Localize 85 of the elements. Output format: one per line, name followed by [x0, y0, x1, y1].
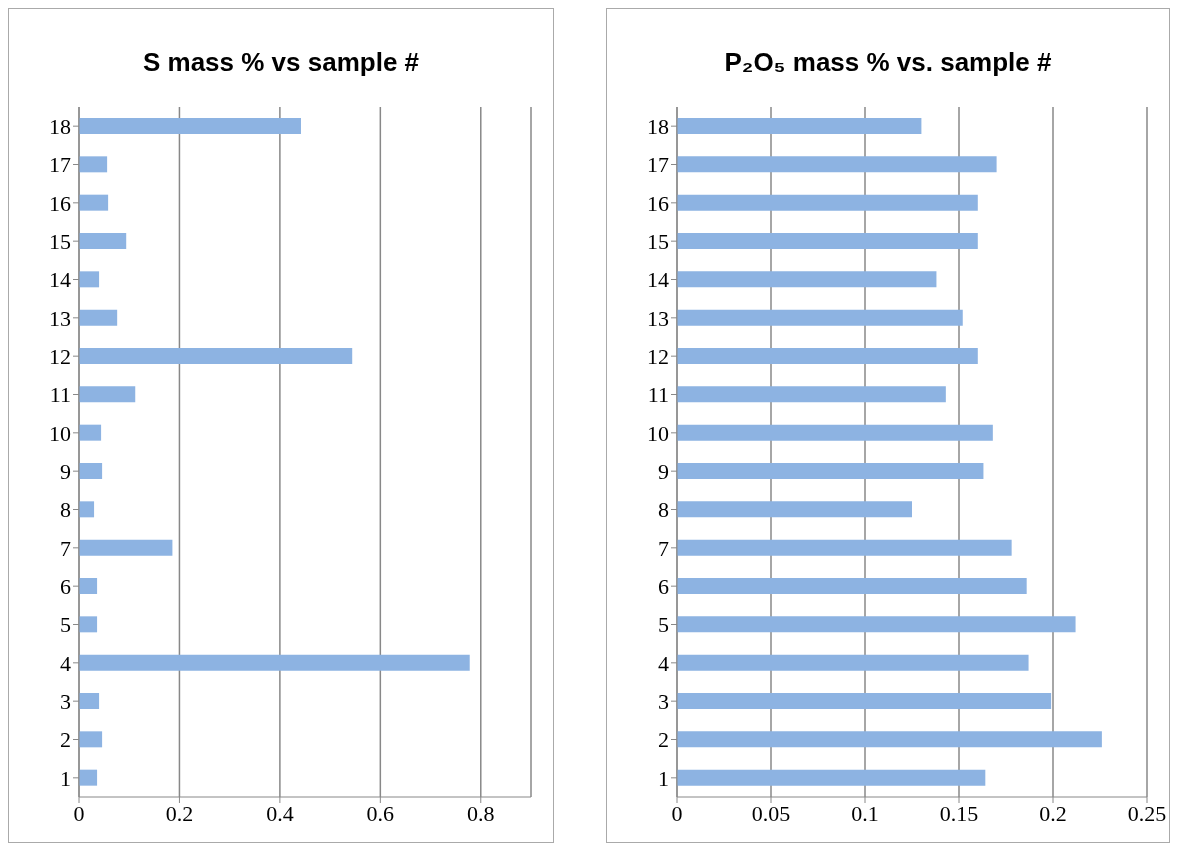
y-tick-label: 8	[658, 497, 669, 523]
y-tick-label: 14	[647, 267, 669, 293]
y-tick-label: 18	[49, 113, 71, 139]
y-tick-label: 4	[60, 650, 71, 676]
bar	[79, 654, 470, 671]
x-tick-label: 0.15	[939, 800, 979, 826]
x-tick-label: 0.6	[366, 800, 395, 826]
y-tick-label: 1	[60, 765, 71, 791]
y-tick-label: 17	[647, 152, 669, 178]
bar	[79, 118, 301, 134]
bar	[677, 424, 993, 441]
bar	[79, 731, 103, 748]
y-tick-label: 4	[658, 650, 669, 676]
y-tick-label: 12	[647, 343, 669, 369]
x-tick-label: 0.2	[1039, 800, 1067, 826]
x-tick-label: 0	[671, 800, 683, 826]
x-tick-label: 0.1	[851, 800, 879, 826]
y-tick-label: 9	[658, 458, 669, 484]
bar	[79, 424, 102, 441]
bar	[677, 386, 946, 403]
bar	[677, 731, 1102, 748]
y-tick-label: 11	[49, 382, 71, 408]
x-tick-label: 0.05	[751, 800, 791, 826]
y-tick-label: 5	[658, 612, 669, 638]
bar	[677, 693, 1052, 709]
bar	[677, 348, 978, 364]
y-tick-label: 17	[49, 152, 71, 178]
y-tick-label: 16	[49, 190, 71, 216]
x-tick-label: 0.8	[467, 800, 495, 826]
x-tick-label: 0	[73, 800, 85, 826]
y-tick-label: 2	[60, 727, 71, 753]
y-tick-label: 16	[647, 190, 669, 216]
x-tick-label: 0.25	[1127, 800, 1167, 826]
chart-title: P₂O₅ mass % vs. sample #	[723, 47, 1053, 79]
y-tick-label: 3	[60, 688, 71, 714]
bar	[677, 616, 1076, 633]
bar	[79, 271, 100, 288]
y-tick-label: 12	[49, 343, 71, 369]
bar	[677, 118, 922, 134]
bar	[79, 769, 98, 786]
bar	[677, 654, 1029, 671]
bar	[79, 578, 98, 594]
bar	[79, 463, 103, 479]
bar	[677, 309, 963, 326]
bar	[79, 386, 136, 403]
y-tick-label: 18	[647, 113, 669, 139]
y-tick-label: 3	[658, 688, 669, 714]
bar	[677, 501, 912, 518]
bar	[79, 309, 118, 326]
bar	[677, 233, 978, 249]
bar	[677, 769, 986, 786]
bar	[79, 539, 173, 556]
y-tick-label: 1	[658, 765, 669, 791]
y-tick-label: 15	[647, 228, 669, 254]
chart-title: S mass % vs sample #	[141, 47, 421, 79]
bar	[79, 233, 127, 249]
y-tick-label: 8	[60, 497, 71, 523]
bar	[677, 463, 984, 479]
y-tick-label: 11	[647, 382, 669, 408]
y-tick-label: 10	[647, 420, 669, 446]
x-tick-label: 0.4	[266, 800, 294, 826]
y-tick-label: 6	[60, 573, 71, 599]
y-tick-label: 9	[60, 458, 71, 484]
x-tick-label: 0.2	[165, 800, 194, 826]
y-tick-label: 7	[60, 535, 71, 561]
bar	[677, 578, 1027, 594]
y-tick-label: 2	[658, 727, 669, 753]
bar	[79, 156, 108, 173]
bar	[677, 194, 978, 211]
y-tick-label: 15	[49, 228, 71, 254]
y-tick-label: 13	[49, 305, 71, 331]
y-tick-label: 6	[658, 573, 669, 599]
y-tick-label: 13	[647, 305, 669, 331]
bar	[677, 539, 1012, 556]
y-tick-label: 7	[658, 535, 669, 561]
y-tick-label: 10	[49, 420, 71, 446]
bar	[79, 501, 95, 518]
bar	[79, 616, 98, 633]
bar	[677, 156, 997, 173]
y-tick-label: 14	[49, 267, 71, 293]
bar	[79, 693, 100, 709]
bar	[79, 194, 109, 211]
bar	[79, 348, 353, 364]
bar	[677, 271, 937, 288]
y-tick-label: 5	[60, 612, 71, 638]
